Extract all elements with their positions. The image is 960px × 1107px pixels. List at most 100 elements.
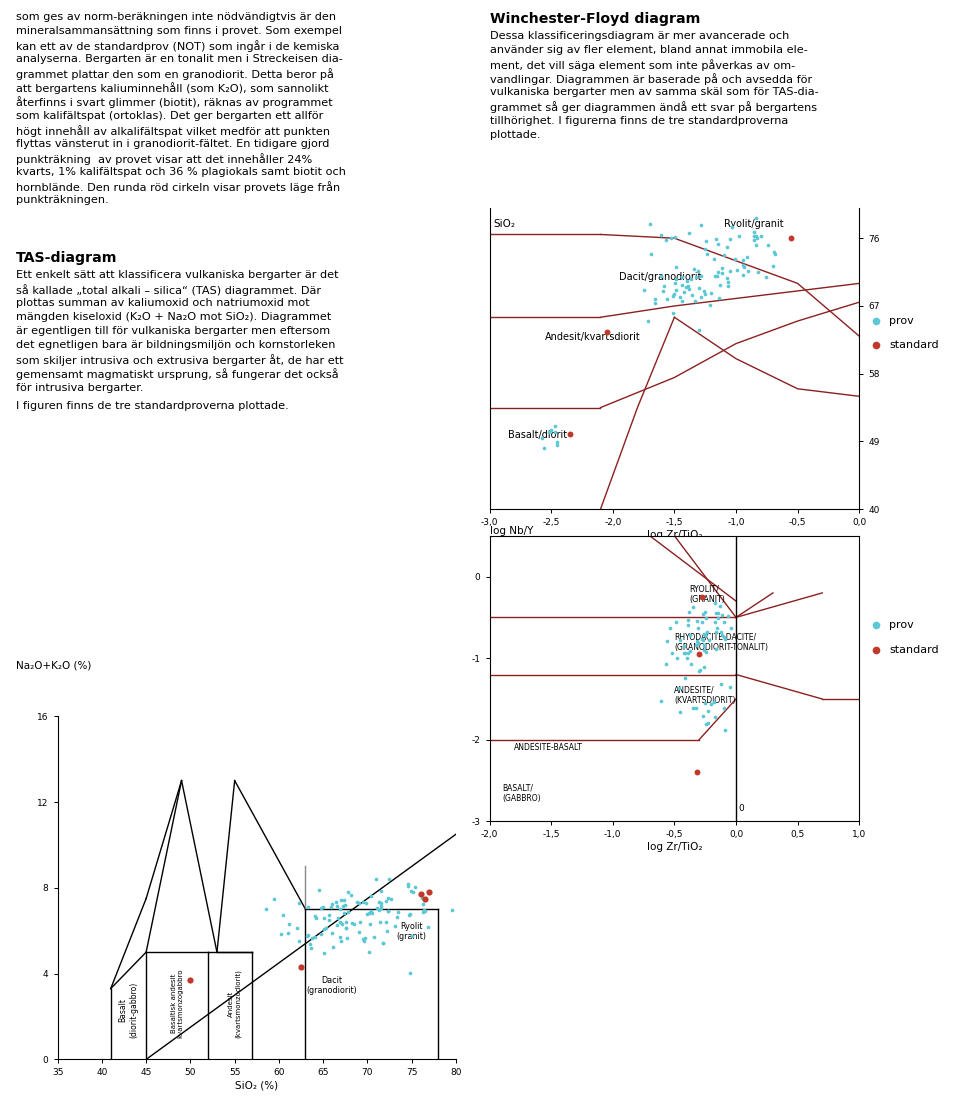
Text: ment, det vill säga element som inte påverkas av om-: ment, det vill säga element som inte påv…	[490, 60, 795, 71]
Point	[364, 904, 379, 922]
Point	[708, 613, 723, 631]
Point	[659, 655, 674, 673]
Point	[732, 228, 747, 246]
Point	[373, 899, 389, 917]
Point	[324, 923, 340, 941]
Point	[400, 877, 416, 894]
Point	[381, 870, 396, 888]
Point	[716, 246, 732, 263]
Point	[402, 964, 418, 982]
Point	[547, 424, 563, 442]
Text: TAS-diagram: TAS-diagram	[16, 251, 118, 266]
Point	[700, 246, 715, 263]
Point	[710, 610, 726, 628]
Point	[660, 632, 675, 650]
Text: Ett enkelt sätt att klassificera vulkaniska bergarter är det: Ett enkelt sätt att klassificera vulkani…	[16, 270, 339, 280]
Point	[709, 619, 725, 637]
Text: 0: 0	[738, 804, 744, 813]
Point	[535, 430, 550, 447]
Text: mängden kiseloxid (K₂O + Na₂O mot SiO₂). Diagrammet: mängden kiseloxid (K₂O + Na₂O mot SiO₂).…	[16, 312, 331, 322]
Point	[748, 227, 763, 245]
Point	[355, 893, 371, 911]
Point	[685, 598, 701, 615]
Point	[696, 631, 711, 649]
Point	[668, 613, 684, 631]
Point	[691, 645, 707, 663]
Point	[697, 240, 712, 258]
Text: Na+K: Na+K	[355, 923, 386, 934]
Point	[322, 911, 337, 929]
Point	[706, 250, 721, 268]
Point	[683, 625, 698, 643]
Point	[313, 899, 328, 917]
Point	[420, 918, 436, 935]
Point	[329, 917, 345, 934]
Point	[720, 607, 735, 624]
Point	[642, 216, 658, 234]
Point	[767, 246, 782, 263]
Point	[379, 922, 395, 940]
Point	[698, 643, 713, 661]
Point	[740, 262, 756, 280]
Point	[714, 627, 730, 644]
Point	[316, 944, 331, 962]
Point	[372, 897, 388, 914]
Point	[699, 623, 714, 641]
Point	[339, 919, 354, 937]
Text: Andesit
(kvartsmonzodiorit): Andesit (kvartsmonzodiorit)	[228, 969, 241, 1038]
Point	[673, 288, 688, 306]
Point	[676, 644, 691, 662]
Text: standard: standard	[889, 340, 939, 351]
Point	[684, 655, 699, 673]
Point	[319, 919, 334, 937]
Point	[730, 261, 745, 279]
Point	[669, 270, 684, 288]
Point	[708, 230, 724, 248]
Point	[407, 878, 422, 896]
Text: plottade.: plottade.	[490, 130, 540, 139]
Point	[374, 933, 390, 951]
Point	[689, 612, 705, 630]
Text: Dacit
(granodiorit): Dacit (granodiorit)	[306, 975, 357, 995]
Point	[636, 281, 652, 299]
Point	[708, 268, 724, 286]
Text: som ges av norm-beräkningen inte nödvändigtvis är den: som ges av norm-beräkningen inte nödvänd…	[16, 12, 336, 22]
Point	[403, 882, 419, 900]
Text: Dacit/granodiorit: Dacit/granodiorit	[619, 271, 702, 281]
Point	[663, 229, 679, 247]
Text: standard: standard	[889, 644, 939, 655]
Point	[693, 267, 708, 284]
Point	[380, 902, 396, 920]
Point	[415, 896, 430, 913]
Text: högt innehåll av alkalifältspat vilket medför att punkten: högt innehåll av alkalifältspat vilket m…	[16, 125, 330, 136]
Point	[643, 245, 659, 262]
Point	[302, 935, 318, 953]
Point	[697, 603, 712, 621]
Point	[381, 902, 396, 920]
Point	[333, 932, 348, 950]
Point	[749, 236, 764, 254]
Point	[669, 281, 684, 299]
Point	[550, 436, 565, 454]
Point	[671, 680, 686, 697]
Point	[681, 603, 696, 621]
Point	[266, 890, 281, 908]
Text: plottas summan av kaliumoxid och natriumoxid mot: plottas summan av kaliumoxid och natrium…	[16, 298, 310, 308]
Point	[696, 625, 711, 643]
Point	[718, 722, 733, 739]
Point	[536, 438, 551, 456]
Point	[703, 296, 718, 313]
Point	[692, 661, 708, 679]
Text: återfinns i svart glimmer (biotit), räknas av programmet: återfinns i svart glimmer (biotit), räkn…	[16, 96, 333, 108]
Point	[351, 893, 367, 911]
Point	[677, 638, 692, 655]
Point	[418, 902, 433, 920]
Text: kvarts, 1% kalifältspat och 36 % plagiokals samt biotit och: kvarts, 1% kalifältspat och 36 % plagiok…	[16, 167, 347, 177]
Point	[695, 613, 710, 631]
Point	[708, 640, 724, 658]
Point	[349, 893, 365, 911]
Text: Basalt/diorit: Basalt/diorit	[508, 430, 567, 439]
Point	[418, 890, 433, 908]
Text: är egentligen till för vulkaniska bergarter men eftersom: är egentligen till för vulkaniska bergar…	[16, 327, 330, 337]
Point	[344, 914, 359, 932]
